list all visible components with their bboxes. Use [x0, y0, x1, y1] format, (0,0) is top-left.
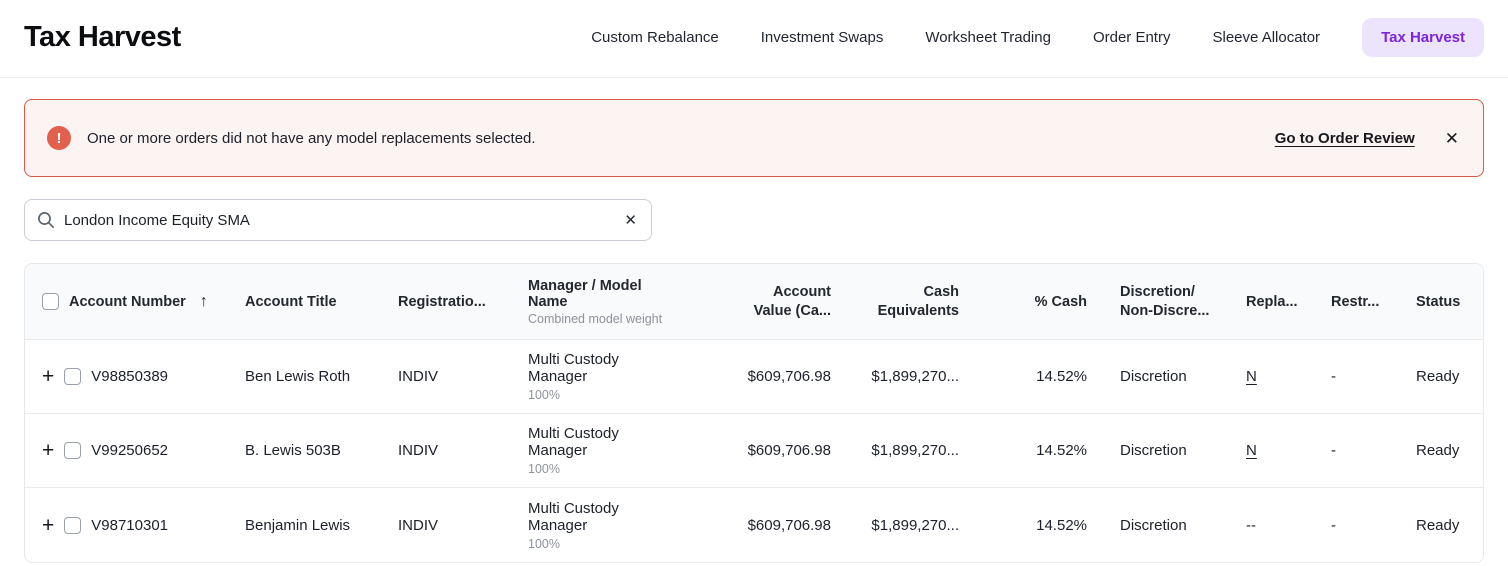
table-row: + V98710301 Benjamin Lewis INDIV Multi C…	[25, 488, 1483, 562]
account-title: Benjamin Lewis	[245, 516, 351, 534]
restrictions: -	[1331, 516, 1336, 534]
exclamation-glyph: !	[56, 129, 62, 147]
header-account-number: Account Number ↑	[25, 293, 245, 311]
page-title: Tax Harvest	[24, 21, 181, 53]
nav-worksheet-trading[interactable]: Worksheet Trading	[925, 29, 1051, 46]
column-label: Account Number	[69, 293, 186, 310]
account-value: $609,706.98	[747, 368, 831, 385]
table-header-row: Account Number ↑ Account Title Registrat…	[25, 264, 1483, 340]
nav-investment-swaps[interactable]: Investment Swaps	[760, 29, 884, 46]
cash-equivalents: $1,899,270...	[871, 368, 959, 385]
cash-equivalents: $1,899,270...	[871, 516, 959, 534]
column-label: Manager / Model Name	[528, 277, 642, 310]
manager-model: Multi Custody Manager 100%	[528, 500, 688, 551]
nav-sleeve-allocator[interactable]: Sleeve Allocator	[1212, 29, 1321, 46]
column-sublabel: Combined model weight	[528, 311, 663, 326]
search-icon	[38, 212, 55, 229]
header-discretion[interactable]: Discretion/ Non-Discre...	[1087, 283, 1213, 319]
alert-message: One or more orders did not have any mode…	[87, 129, 536, 147]
header-status[interactable]: Status	[1416, 293, 1461, 310]
restrictions: -	[1331, 368, 1336, 385]
expand-row-icon[interactable]: +	[42, 439, 55, 462]
replacements-link[interactable]: N	[1246, 368, 1257, 385]
header-manager-model[interactable]: Manager / Model Name Combined model weig…	[528, 278, 688, 326]
app-header: Tax Harvest Custom Rebalance Investment …	[0, 0, 1508, 78]
discretion: Discretion	[1120, 368, 1187, 385]
manager-name: Multi Custody Manager	[528, 499, 619, 534]
column-label: Non-Discre...	[1120, 302, 1210, 319]
cash-equivalents: $1,899,270...	[871, 442, 959, 459]
header-cash-equivalents[interactable]: Cash Equivalents	[831, 283, 959, 319]
replacements: --	[1246, 516, 1256, 534]
account-number: V98710301	[91, 516, 169, 534]
column-label: Equivalents	[877, 302, 959, 319]
header-registration[interactable]: Registratio...	[398, 293, 486, 310]
expand-row-icon[interactable]: +	[42, 365, 55, 388]
manager-model: Multi Custody Manager 100%	[528, 351, 688, 402]
status: Ready	[1416, 516, 1460, 534]
row-checkbox[interactable]	[64, 516, 82, 534]
pct-cash: 14.52%	[1036, 442, 1087, 459]
go-to-order-review-link[interactable]: Go to Order Review	[1274, 129, 1415, 147]
column-label: Account	[773, 284, 831, 301]
row-checkbox[interactable]	[64, 368, 82, 385]
table-row: + V99250652 B. Lewis 503B INDIV Multi Cu…	[25, 414, 1483, 488]
accounts-table: Account Number ↑ Account Title Registrat…	[24, 263, 1484, 563]
row-account-cell: + V98850389	[25, 366, 245, 387]
discretion: Discretion	[1120, 516, 1187, 534]
model-weight: 100%	[528, 536, 560, 551]
status: Ready	[1416, 368, 1460, 385]
alert-close-icon[interactable]: ✕	[1444, 128, 1459, 148]
manager-name: Multi Custody Manager	[528, 351, 619, 385]
account-title: Ben Lewis Roth	[245, 368, 351, 385]
table-row: + V98850389 Ben Lewis Roth INDIV Multi C…	[25, 340, 1483, 414]
nav-custom-rebalance[interactable]: Custom Rebalance	[591, 29, 719, 46]
header-account-value[interactable]: Account Value (Ca...	[688, 283, 831, 319]
account-title: B. Lewis 503B	[245, 442, 341, 459]
header-account-title[interactable]: Account Title	[245, 293, 337, 310]
row-checkbox[interactable]	[64, 442, 82, 459]
nav-order-entry[interactable]: Order Entry	[1092, 29, 1171, 46]
model-weight: 100%	[528, 462, 560, 476]
model-weight: 100%	[528, 388, 560, 402]
column-label: Cash	[923, 284, 959, 301]
header-restrictions[interactable]: Restr...	[1331, 293, 1380, 310]
manager-name: Multi Custody Manager	[528, 425, 619, 459]
manager-model: Multi Custody Manager 100%	[528, 425, 688, 476]
row-account-cell: + V98710301	[25, 515, 245, 536]
column-label: Discretion/	[1120, 284, 1195, 301]
alert-error-icon: !	[47, 126, 71, 150]
restrictions: -	[1331, 442, 1336, 459]
header-replacements[interactable]: Repla...	[1246, 293, 1298, 310]
select-all-checkbox[interactable]	[42, 293, 59, 310]
alert-banner: ! One or more orders did not have any mo…	[24, 99, 1484, 177]
search-input[interactable]	[64, 211, 625, 229]
replacements-link[interactable]: N	[1246, 442, 1257, 459]
account-number: V98850389	[91, 368, 169, 385]
account-number: V99250652	[91, 442, 169, 459]
registration: INDIV	[398, 516, 439, 534]
discretion: Discretion	[1120, 442, 1187, 459]
search-clear-icon[interactable]: ✕	[624, 211, 637, 229]
account-value: $609,706.98	[747, 442, 831, 459]
column-label: Value (Ca...	[753, 302, 831, 319]
pct-cash: 14.52%	[1036, 368, 1087, 385]
registration: INDIV	[398, 368, 439, 385]
account-search[interactable]: ✕	[24, 199, 652, 241]
account-value: $609,706.98	[747, 516, 831, 534]
header-pct-cash[interactable]: % Cash	[1034, 293, 1087, 310]
status: Ready	[1416, 442, 1460, 459]
nav-tax-harvest[interactable]: Tax Harvest	[1362, 18, 1484, 57]
pct-cash: 14.52%	[1036, 516, 1087, 534]
registration: INDIV	[398, 442, 439, 459]
sort-ascending-icon[interactable]: ↑	[199, 292, 208, 310]
row-account-cell: + V99250652	[25, 440, 245, 461]
expand-row-icon[interactable]: +	[42, 513, 55, 537]
main-nav: Custom Rebalance Investment Swaps Worksh…	[591, 18, 1484, 57]
